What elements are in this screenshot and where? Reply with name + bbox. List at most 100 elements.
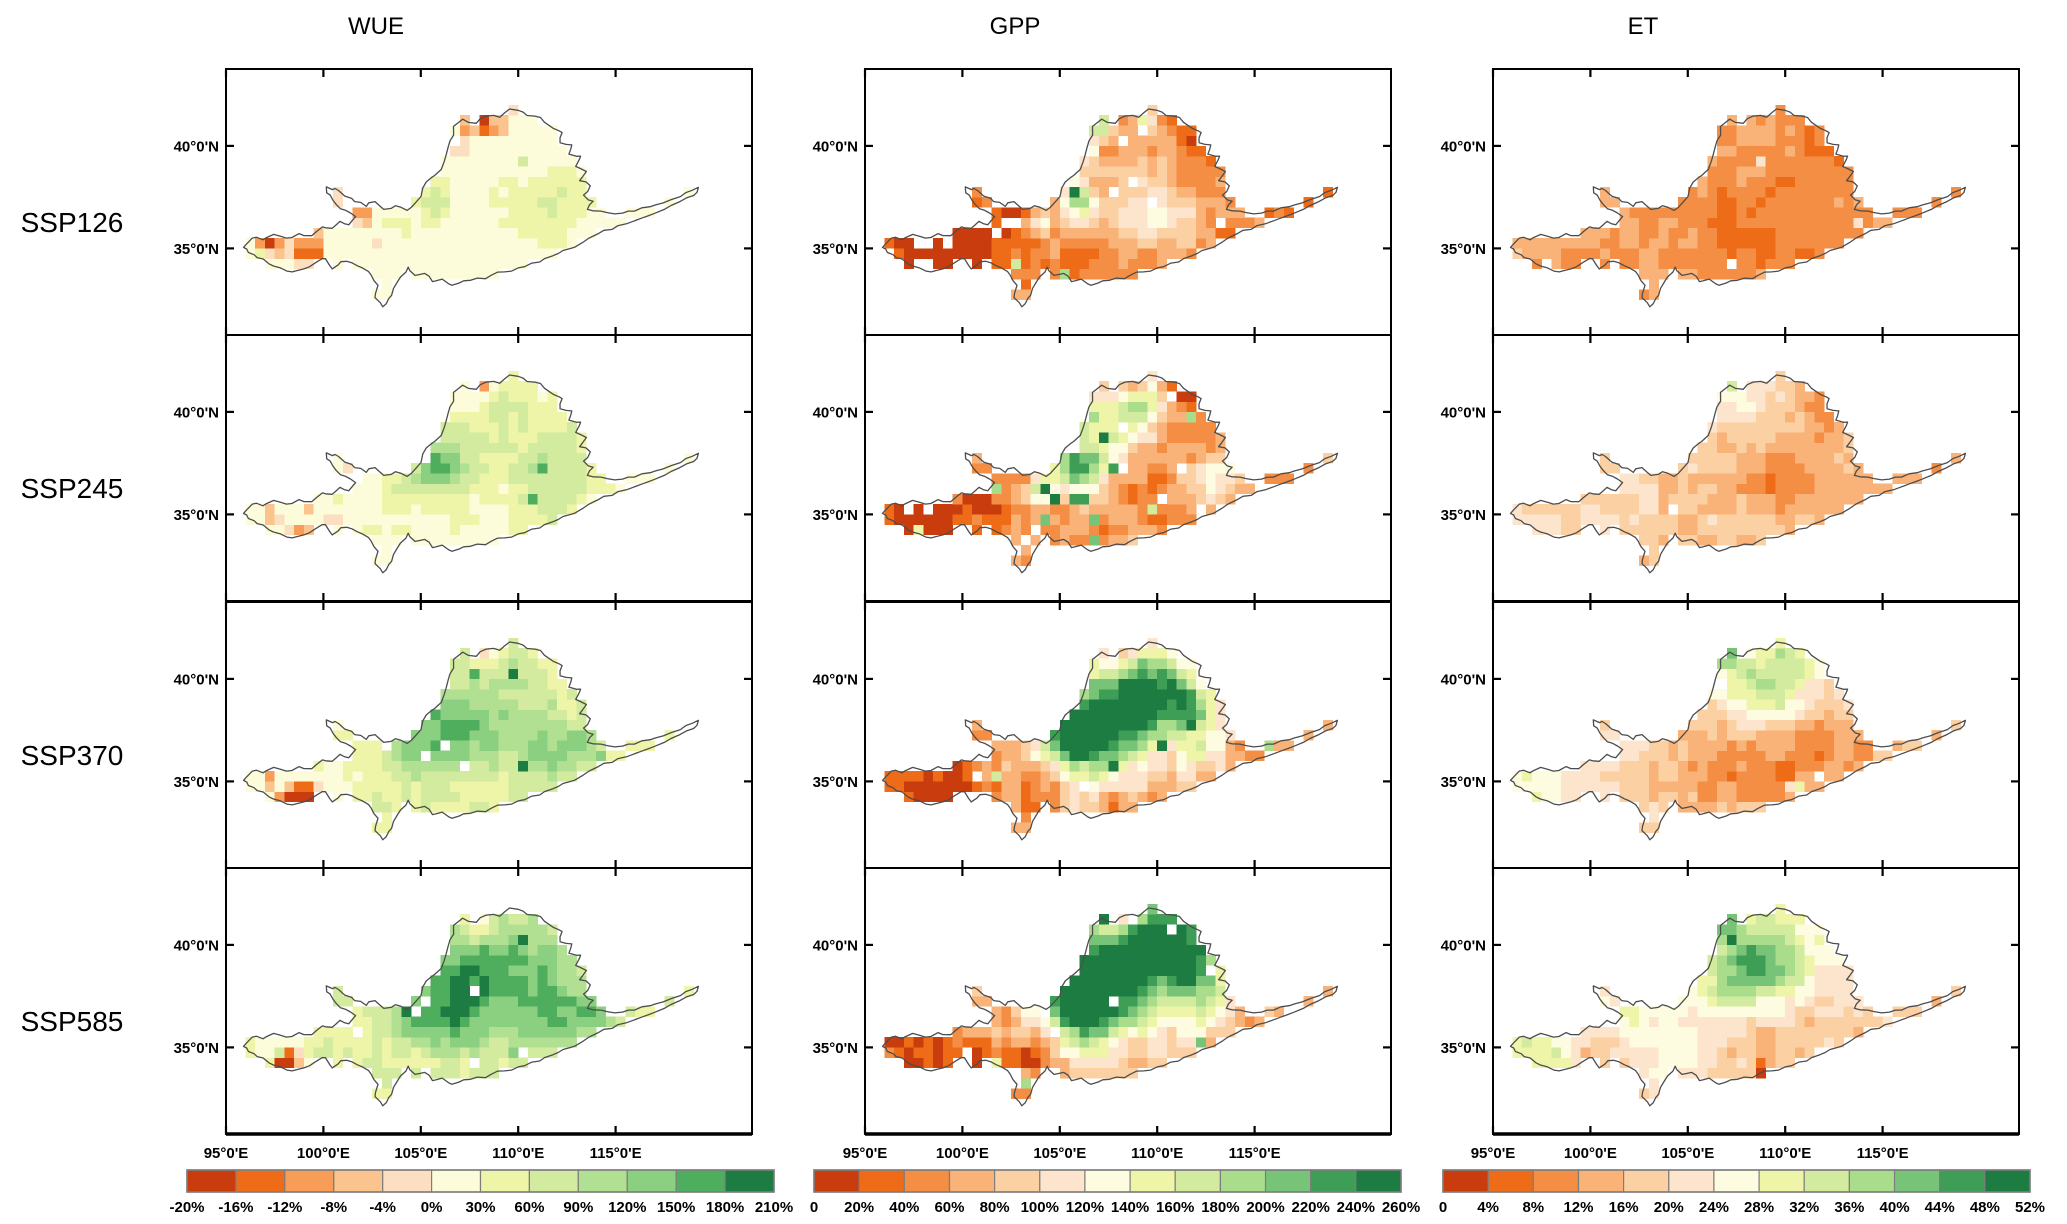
raster-cell	[557, 176, 568, 188]
raster-cell	[391, 1057, 402, 1069]
raster-cell	[1147, 781, 1158, 792]
raster-cell	[479, 648, 490, 659]
raster-cell	[1765, 258, 1776, 270]
basin-outline	[881, 641, 1339, 841]
raster-cells	[884, 370, 1333, 566]
raster-cell	[459, 145, 470, 157]
raster-cell	[1726, 186, 1737, 198]
raster-cell	[1196, 996, 1207, 1007]
raster-cell	[459, 668, 470, 680]
raster-cell	[1186, 432, 1197, 443]
raster-cell	[1157, 955, 1168, 966]
raster-cell	[1648, 760, 1659, 772]
raster-cell	[1765, 944, 1776, 956]
raster-cell	[1629, 1006, 1640, 1017]
raster-cell	[489, 125, 499, 136]
raster-cell	[1785, 760, 1796, 772]
raster-cell	[1205, 186, 1216, 198]
raster-cell	[1648, 279, 1659, 290]
raster-cell	[1030, 801, 1041, 813]
raster-cell	[557, 740, 568, 751]
raster-cell	[469, 801, 480, 813]
raster-cell	[352, 760, 363, 772]
raster-cell	[498, 648, 509, 659]
raster-cell	[1020, 289, 1031, 300]
raster-cell	[1137, 493, 1148, 505]
raster-cell	[1098, 791, 1109, 803]
raster-cell	[1863, 217, 1874, 229]
raster-cell	[528, 719, 538, 731]
raster-cell	[479, 514, 490, 525]
raster-cell	[1551, 258, 1562, 270]
raster-cell	[1089, 668, 1099, 680]
raster-cell	[1814, 166, 1825, 177]
colorbar-tick-label: -16%	[218, 1199, 253, 1216]
raster-cell	[479, 493, 490, 505]
raster-cell	[1736, 504, 1747, 515]
raster-cell	[1717, 483, 1727, 495]
raster-cell	[1629, 771, 1640, 782]
raster-cell	[615, 1016, 626, 1028]
raster-cell	[1108, 678, 1119, 690]
raster-cell	[1118, 452, 1129, 464]
raster-cell	[1804, 719, 1815, 731]
raster-cell	[469, 965, 480, 976]
raster-cell	[557, 207, 568, 218]
raster-cell	[333, 504, 344, 515]
raster-cell	[1785, 473, 1796, 484]
raster-cell	[1118, 411, 1129, 423]
raster-cell	[1020, 524, 1031, 536]
raster-cell	[1030, 207, 1041, 218]
raster-cell	[991, 248, 1002, 259]
raster-cell	[1079, 975, 1090, 987]
colorbar-tick-label: 100%	[1021, 1199, 1059, 1216]
raster-cell	[1147, 473, 1158, 484]
raster-cell	[1137, 689, 1148, 700]
raster-cell	[1108, 699, 1119, 710]
raster-cell	[1746, 156, 1757, 167]
raster-cell	[284, 504, 295, 515]
raster-cell	[1167, 217, 1177, 229]
raster-cell	[537, 771, 548, 782]
raster-cell	[1648, 822, 1659, 833]
raster-cell	[440, 985, 451, 997]
raster-cell	[479, 740, 490, 751]
raster-cell	[440, 217, 451, 229]
raster-cell	[1804, 483, 1815, 495]
raster-cell	[1137, 1016, 1148, 1028]
raster-cell	[566, 176, 577, 188]
raster-cell	[498, 678, 509, 690]
raster-cell	[1795, 442, 1805, 454]
raster-cell	[1795, 944, 1805, 956]
raster-cell	[547, 1037, 558, 1048]
raster-cell	[1658, 473, 1669, 484]
raster-cell	[381, 801, 392, 813]
raster-cell	[1707, 248, 1718, 259]
raster-cell	[1765, 740, 1776, 751]
raster-cell	[420, 186, 431, 198]
raster-cell	[1570, 524, 1581, 536]
raster-cell	[537, 197, 548, 208]
raster-cell	[1157, 442, 1168, 454]
raster-cell	[1001, 1016, 1012, 1028]
raster-cell	[1215, 176, 1226, 188]
raster-cell	[1804, 473, 1815, 484]
raster-cell	[1629, 217, 1640, 229]
raster-cell	[1726, 125, 1737, 136]
raster-cell	[1590, 227, 1601, 239]
raster-cell	[625, 473, 636, 484]
raster-cell	[528, 689, 538, 700]
raster-cell	[1804, 442, 1815, 454]
raster-cell	[1707, 699, 1718, 710]
raster-cell	[1833, 156, 1844, 167]
raster-cell	[1619, 504, 1630, 515]
raster-cell	[508, 217, 519, 229]
raster-cell	[352, 238, 363, 249]
raster-cell	[1804, 156, 1815, 167]
raster-cell	[1756, 524, 1766, 536]
x-axis-tick-label: 115°0'E	[1857, 1145, 1909, 1162]
raster-cell	[1098, 955, 1109, 966]
raster-cell	[566, 1016, 577, 1028]
raster-cells	[884, 637, 1333, 833]
raster-cell	[1128, 422, 1138, 433]
